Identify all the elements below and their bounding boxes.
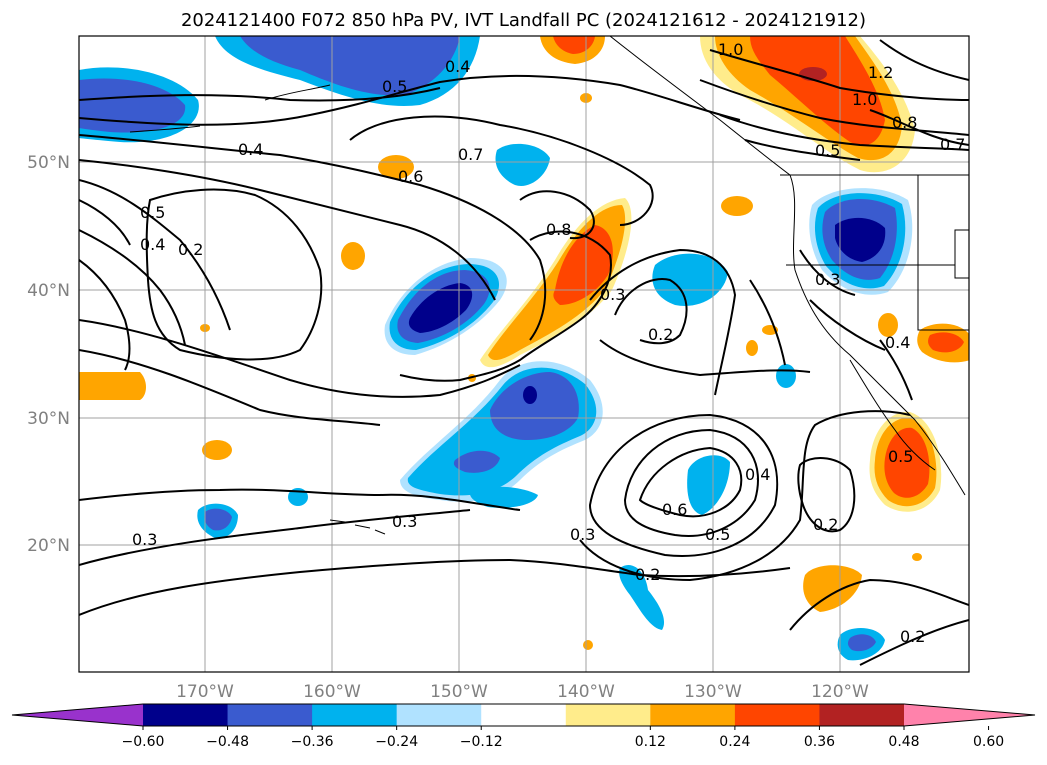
- colorbar-cell: [734, 704, 820, 726]
- plot-frame: [78, 35, 970, 673]
- pv-patch-small: [803, 565, 862, 612]
- colorbar-tick-label: −0.60: [122, 734, 165, 750]
- colorbar-tick-label: 0.48: [888, 734, 919, 750]
- pv-contours: [79, 39, 969, 666]
- pv-patch-negative-south: [400, 361, 603, 508]
- pv-patch-small: [495, 143, 550, 186]
- contour-label: 0.3: [815, 270, 840, 289]
- lon-label: 120°W: [811, 682, 869, 702]
- colorbar-cell: [819, 704, 905, 726]
- contour-label: 0.4: [238, 140, 263, 159]
- lon-label: 170°W: [176, 682, 234, 702]
- contour-label: 0.2: [813, 515, 838, 534]
- lon-label: 130°W: [684, 682, 742, 702]
- colorbar-cell: [143, 704, 229, 726]
- pv-patch-small: [204, 508, 232, 531]
- pv-patch-small: [721, 196, 753, 216]
- contour-label: 0.6: [662, 500, 687, 519]
- pv-patch-negative-central: [384, 258, 507, 355]
- colorbar-tick-label: 0.60: [973, 734, 1004, 750]
- contour-label: 0.4: [140, 235, 165, 254]
- pv-patch-small: [928, 332, 964, 353]
- lon-label: 160°W: [303, 682, 361, 702]
- lon-label: 150°W: [430, 682, 488, 702]
- contour-label: 0.7: [940, 135, 965, 154]
- pv-patch-small: [202, 440, 232, 460]
- contour-label: 0.2: [178, 240, 203, 259]
- colorbar-tick-label: −0.36: [291, 734, 334, 750]
- lat-label: 40°N: [27, 281, 70, 301]
- colorbar-tick-label: 0.36: [804, 734, 835, 750]
- contour-label: 0.7: [458, 145, 483, 164]
- pv-patch-small: [652, 253, 728, 306]
- lon-label: 140°W: [557, 682, 615, 702]
- pv-patch-small: [847, 634, 876, 652]
- pv-patch-small: [912, 553, 922, 561]
- contour-label: 0.4: [445, 57, 470, 76]
- longitude-labels: 170°W 160°W 150°W 140°W 130°W 120°W: [176, 682, 869, 702]
- contour-label: 0.3: [132, 530, 157, 549]
- contour-label: 0.5: [815, 141, 840, 160]
- lat-label: 20°N: [27, 536, 70, 556]
- colorbar-cell: [396, 704, 482, 726]
- contour-label: 0.4: [745, 465, 770, 484]
- contour-label: 0.5: [382, 77, 407, 96]
- contour-label: 0.2: [648, 325, 673, 344]
- contour-labels: 0.4 0.5 0.4 0.7 0.6 0.8 1.0 1.2 1.0 0.8 …: [132, 40, 965, 646]
- colorbar-tick-label: −0.12: [460, 734, 503, 750]
- pv-patch-small: [619, 564, 665, 630]
- map-title: 2024121400 F072 850 hPa PV, IVT Landfall…: [180, 10, 867, 31]
- pv-patch-small: [746, 340, 758, 356]
- lat-label: 50°N: [27, 153, 70, 173]
- pv-patch-small: [687, 455, 730, 515]
- colorbar-cell: [481, 704, 567, 726]
- contour-label: 0.8: [546, 220, 571, 239]
- pv-patch-small: [878, 313, 898, 337]
- pv-patch-small: [583, 640, 593, 650]
- latitude-labels: 50°N 40°N 30°N 20°N: [27, 153, 70, 556]
- contour-label: 0.6: [398, 167, 423, 186]
- colorbar-cell: [227, 704, 313, 726]
- pv-patch-small: [776, 364, 796, 388]
- contour-label: 1.2: [868, 63, 893, 82]
- contour-label: 0.8: [892, 113, 917, 132]
- colorbar-tick-label: 0.12: [635, 734, 666, 750]
- lat-label: 30°N: [27, 409, 70, 429]
- pv-patch-small: [341, 242, 365, 270]
- pv-patch-positive-ne: [540, 36, 915, 173]
- coastline: [129, 36, 969, 535]
- contour-label: 0.4: [885, 333, 910, 352]
- colorbar-extend-low: [12, 704, 143, 726]
- pv-patch-small: [79, 372, 146, 400]
- contour-label: 1.0: [852, 90, 877, 109]
- colorbar-cell: [312, 704, 398, 726]
- contour-label: 0.5: [888, 447, 913, 466]
- colorbar-cell: [650, 704, 736, 726]
- contour-label: 0.3: [600, 285, 625, 304]
- pv-patch-positive-baja: [869, 411, 942, 512]
- contour-label: 0.5: [140, 203, 165, 222]
- pv-patch-small: [378, 155, 414, 179]
- contour-label: 0.2: [900, 627, 925, 646]
- contour-label: 0.2: [635, 565, 660, 584]
- contour-label: 0.5: [705, 525, 730, 544]
- gridlines: [79, 36, 969, 672]
- contour-label: 1.0: [718, 40, 743, 59]
- colorbar-tick-label: 0.24: [719, 734, 750, 750]
- colorbar-cell: [565, 704, 651, 726]
- colorbar-tick-label: −0.24: [375, 734, 418, 750]
- colorbar-tick-label: −0.48: [206, 734, 249, 750]
- colorbar: −0.60 −0.48 −0.36 −0.24 −0.12 0.12 0.24 0.36 0.4…: [11, 703, 1036, 750]
- contour-label: 0.3: [392, 512, 417, 531]
- contour-label: 0.3: [570, 525, 595, 544]
- colorbar-extend-high: [904, 704, 1035, 726]
